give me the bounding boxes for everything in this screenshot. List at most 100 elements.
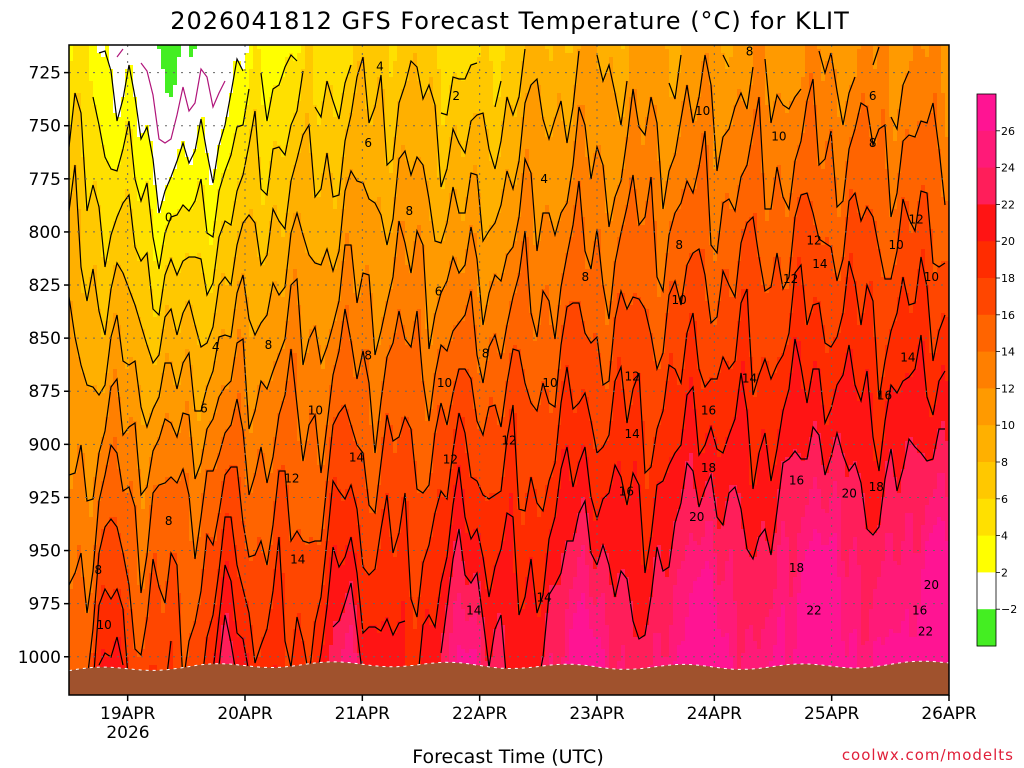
temperature-cell: [109, 365, 114, 370]
temperature-cell: [97, 521, 102, 526]
temperature-cell: [137, 521, 142, 526]
temperature-cell: [89, 53, 94, 58]
temperature-cell: [153, 641, 158, 646]
temperature-cell: [129, 553, 134, 558]
temperature-cell: [141, 505, 146, 510]
temperature-cell: [85, 181, 90, 186]
temperature-cell: [121, 65, 126, 70]
temperature-cell: [165, 513, 170, 518]
temperature-cell: [133, 381, 138, 386]
temperature-cell: [177, 229, 182, 234]
temperature-cell: [149, 73, 154, 78]
temperature-cell: [165, 169, 170, 174]
temperature-cell: [97, 485, 102, 490]
temperature-cell: [169, 325, 174, 330]
temperature-cell: [81, 77, 86, 82]
temperature-cell: [145, 45, 150, 50]
temperature-cell: [177, 321, 182, 326]
temperature-cell: [153, 321, 158, 326]
temperature-cell: [141, 337, 146, 342]
temperature-cell: [97, 417, 102, 422]
temperature-cell: [133, 465, 138, 470]
temperature-cell: [141, 465, 146, 470]
temperature-cell: [173, 65, 178, 70]
temperature-cell: [113, 577, 118, 582]
temperature-cell: [85, 89, 90, 94]
temperature-cell: [149, 261, 154, 266]
temperature-cell: [165, 185, 170, 190]
temperature-cell: [177, 517, 182, 522]
temperature-cell: [85, 569, 90, 574]
temperature-cell: [89, 521, 94, 526]
temperature-cell: [173, 617, 178, 622]
temperature-cell: [81, 193, 86, 198]
temperature-cell: [185, 641, 190, 646]
temperature-cell: [189, 233, 194, 238]
temperature-cell: [81, 161, 86, 166]
temperature-cell: [101, 529, 106, 534]
temperature-cell: [137, 593, 142, 598]
temperature-cell: [113, 169, 118, 174]
temperature-cell: [117, 325, 122, 330]
temperature-cell: [85, 145, 90, 150]
temperature-cell: [117, 57, 122, 62]
temperature-cell: [105, 641, 110, 646]
temperature-cell: [121, 77, 126, 82]
temperature-cell: [129, 397, 134, 402]
temperature-cell: [93, 565, 98, 570]
temperature-cell: [89, 77, 94, 82]
temperature-cell: [153, 117, 158, 122]
temperature-cell: [93, 117, 98, 122]
temperature-cell: [73, 149, 78, 154]
temperature-cell: [93, 337, 98, 342]
temperature-cell: [89, 385, 94, 390]
temperature-cell: [141, 49, 146, 54]
temperature-cell: [113, 629, 118, 634]
temperature-cell: [93, 429, 98, 434]
temperature-cell: [69, 269, 74, 274]
temperature-cell: [141, 509, 146, 514]
temperature-cell: [161, 361, 166, 366]
temperature-cell: [89, 417, 94, 422]
temperature-cell: [101, 613, 106, 618]
temperature-cell: [137, 609, 142, 614]
temperature-cell: [157, 49, 162, 54]
temperature-cell: [177, 285, 182, 290]
temperature-cell: [141, 213, 146, 218]
temperature-cell: [81, 265, 86, 270]
temperature-cell: [145, 445, 150, 450]
temperature-cell: [125, 297, 130, 302]
temperature-cell: [161, 641, 166, 646]
temperature-cell: [129, 641, 134, 646]
temperature-cell: [101, 141, 106, 146]
temperature-cell: [97, 85, 102, 90]
temperature-cell: [153, 469, 158, 474]
temperature-cell: [93, 197, 98, 202]
temperature-cell: [129, 129, 134, 134]
temperature-cell: [129, 121, 134, 126]
temperature-cell: [189, 249, 194, 254]
temperature-cell: [125, 549, 130, 554]
temperature-cell: [169, 101, 174, 106]
temperature-cell: [141, 433, 146, 438]
temperature-cell: [77, 161, 82, 166]
temperature-cell: [165, 141, 170, 146]
temperature-cell: [189, 121, 194, 126]
temperature-cell: [177, 501, 182, 506]
temperature-cell: [165, 213, 170, 218]
temperature-cell: [137, 517, 142, 522]
temperature-cell: [165, 253, 170, 258]
temperature-cell: [141, 249, 146, 254]
temperature-cell: [181, 253, 186, 258]
temperature-cell: [149, 61, 154, 66]
temperature-cell: [185, 481, 190, 486]
temperature-cell: [161, 349, 166, 354]
temperature-cell: [137, 165, 142, 170]
temperature-cell: [173, 225, 178, 230]
temperature-cell: [73, 489, 78, 494]
temperature-cell: [97, 217, 102, 222]
temperature-cell: [125, 309, 130, 314]
temperature-cell: [89, 117, 94, 122]
temperature-cell: [153, 69, 158, 74]
temperature-cell: [185, 469, 190, 474]
